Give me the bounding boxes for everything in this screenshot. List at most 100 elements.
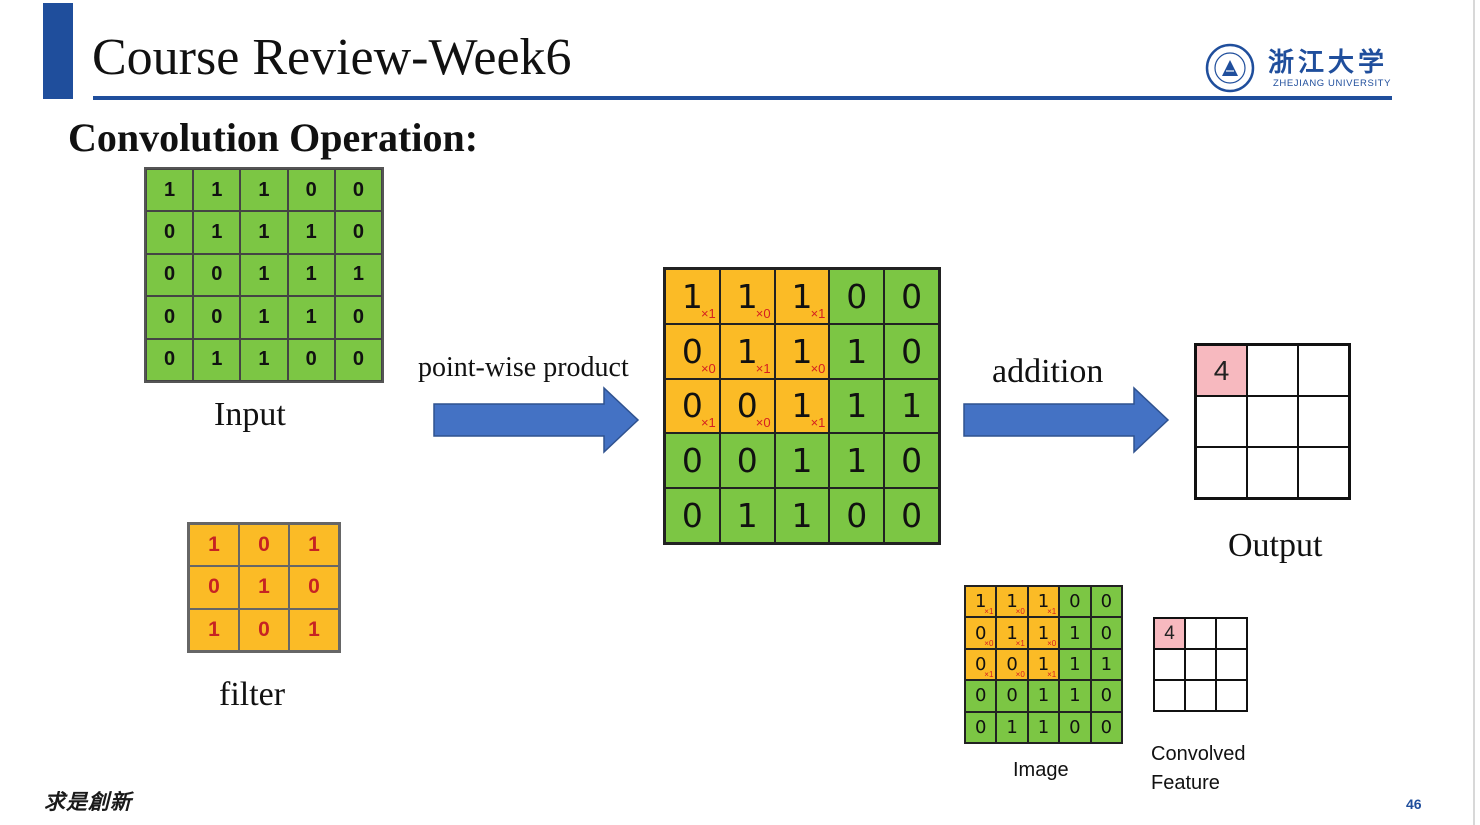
image-matrix-cell: 1 ×0 — [1027, 617, 1060, 649]
image-matrix-value: 0 — [974, 653, 987, 675]
pointwise-matrix-value: 0 — [901, 441, 923, 481]
filter-weight-label: ×1 — [700, 415, 716, 431]
image-matrix-value: 0 — [1069, 716, 1081, 738]
image-matrix-cell: 0 — [996, 680, 1028, 712]
input-matrix-value: 1 — [164, 178, 176, 201]
image-matrix-cell: 1 ×1 — [965, 586, 997, 618]
image-matrix-value: 1 — [1006, 591, 1018, 613]
input-label: Input — [214, 396, 286, 433]
pointwise-matrix-cell: 1 ×1 — [719, 323, 775, 379]
input-matrix-value: 1 — [305, 305, 317, 328]
filter-matrix-cell: 1 — [189, 608, 239, 651]
slide-edge — [1473, 0, 1475, 825]
image-matrix-cell: 1 — [1059, 648, 1091, 681]
pointwise-matrix-cell: 1 — [829, 378, 885, 434]
output-matrix-cell — [1298, 396, 1349, 447]
filter-weight-label: ×0 — [810, 360, 826, 376]
input-matrix-cell: 1 — [193, 211, 241, 254]
image-matrix-value: 1 — [974, 591, 987, 613]
filter-matrix-cell: 0 — [239, 608, 289, 651]
input-matrix-value: 0 — [164, 348, 176, 371]
image-matrix-value: 0 — [1100, 716, 1113, 738]
pointwise-matrix-value: 1 — [681, 276, 703, 316]
image-matrix-cell: 0 ×0 — [965, 617, 997, 649]
image-matrix-cell: 0 ×1 — [965, 648, 997, 681]
filter-weight-label: ×1 — [810, 415, 826, 431]
filter-label: filter — [219, 676, 286, 713]
output-matrix-cell: 4 — [1196, 345, 1247, 396]
input-matrix-cell: 0 — [334, 296, 382, 339]
output-matrix: 4 — [1194, 343, 1351, 500]
filter-weight-label: ×0 — [1015, 670, 1025, 680]
image-matrix-value: 0 — [1006, 653, 1018, 675]
input-matrix-cell: 0 — [287, 338, 335, 381]
pointwise-matrix-cell: 0 — [884, 269, 939, 324]
input-matrix-value: 1 — [305, 263, 317, 286]
convolved-feature-cell — [1185, 618, 1216, 649]
filter-matrix-cell: 1 — [289, 524, 339, 567]
filter-matrix-cell: 1 — [189, 524, 239, 567]
output-matrix-cell — [1247, 345, 1298, 396]
pointwise-matrix-value: 0 — [681, 496, 703, 536]
input-matrix-value: 1 — [258, 178, 270, 201]
convolved-feature-cell — [1185, 649, 1216, 680]
filter-weight-label: ×1 — [1047, 670, 1057, 680]
filter-weight-label: ×0 — [984, 638, 994, 648]
convolved-feature-cell — [1216, 618, 1247, 649]
image-matrix-value: 0 — [974, 622, 987, 644]
convolved-feature-label-line2: Feature — [1151, 772, 1220, 794]
input-matrix-cell: 0 — [334, 211, 382, 254]
pointwise-matrix-cell: 0 — [829, 269, 885, 324]
input-matrix-value: 0 — [305, 178, 317, 201]
image-matrix-value: 0 — [1100, 685, 1113, 707]
pointwise-matrix-value: 0 — [846, 496, 868, 536]
image-matrix-cell: 1 — [996, 711, 1028, 743]
university-name-en: ZHEJIANG UNIVERSITY — [1273, 78, 1392, 89]
pointwise-matrix-value: 1 — [791, 496, 813, 536]
convolved-feature-cell — [1154, 649, 1185, 680]
pointwise-arrow-icon — [433, 386, 640, 454]
filter-matrix-value: 0 — [208, 575, 220, 599]
image-matrix-value: 0 — [1100, 591, 1113, 613]
image-matrix-cell: 1 — [1059, 680, 1091, 712]
image-matrix-cell: 0 — [1059, 711, 1091, 743]
filter-matrix: 1 0 1 0 1 0 1 0 1 — [187, 522, 341, 653]
pointwise-matrix-value: 1 — [846, 441, 868, 481]
image-matrix-cell: 1 — [1027, 711, 1060, 743]
convolved-feature-cell — [1216, 649, 1247, 680]
input-matrix-cell: 0 — [146, 338, 194, 381]
output-matrix-cell — [1298, 447, 1349, 498]
pointwise-matrix-cell: 1 ×0 — [719, 269, 775, 324]
pointwise-matrix-cell: 1 — [774, 433, 830, 489]
pointwise-matrix-value: 1 — [846, 386, 868, 426]
output-matrix-cell — [1247, 396, 1298, 447]
slide-title: Course Review-Week6 — [92, 29, 572, 86]
filter-weight-label: ×0 — [755, 305, 771, 321]
input-matrix-cell: 1 — [146, 169, 194, 212]
output-matrix-cell — [1196, 396, 1247, 447]
pointwise-matrix-cell: 1 — [829, 323, 885, 379]
convolved-feature-label-line1: Convolved — [1151, 743, 1246, 765]
input-matrix-value: 1 — [258, 348, 270, 371]
filter-matrix-cell: 0 — [189, 566, 239, 609]
image-matrix-cell: 0 — [965, 680, 997, 712]
input-matrix-cell: 0 — [193, 253, 241, 297]
image-matrix-value: 1 — [1037, 685, 1050, 707]
input-matrix-value: 0 — [211, 263, 223, 286]
filter-matrix-cell: 0 — [239, 524, 289, 567]
image-matrix-value: 0 — [1069, 591, 1081, 613]
output-matrix-cell — [1298, 345, 1349, 396]
pointwise-matrix-cell: 0 — [665, 433, 720, 489]
filter-weight-label: ×1 — [1047, 607, 1057, 617]
image-matrix-cell: 1 — [1090, 648, 1122, 681]
input-matrix-value: 1 — [258, 221, 270, 244]
convolved-feature-value: 4 — [1164, 622, 1175, 644]
convolved-feature-cell — [1154, 680, 1185, 711]
output-label: Output — [1228, 527, 1323, 564]
filter-weight-label: ×1 — [984, 607, 994, 617]
convolved-feature-cell — [1185, 680, 1216, 711]
image-matrix-value: 0 — [974, 685, 987, 707]
pointwise-matrix-cell: 0 ×1 — [665, 378, 720, 434]
filter-weight-label: ×0 — [1015, 607, 1025, 617]
filter-matrix-value: 1 — [258, 575, 270, 599]
